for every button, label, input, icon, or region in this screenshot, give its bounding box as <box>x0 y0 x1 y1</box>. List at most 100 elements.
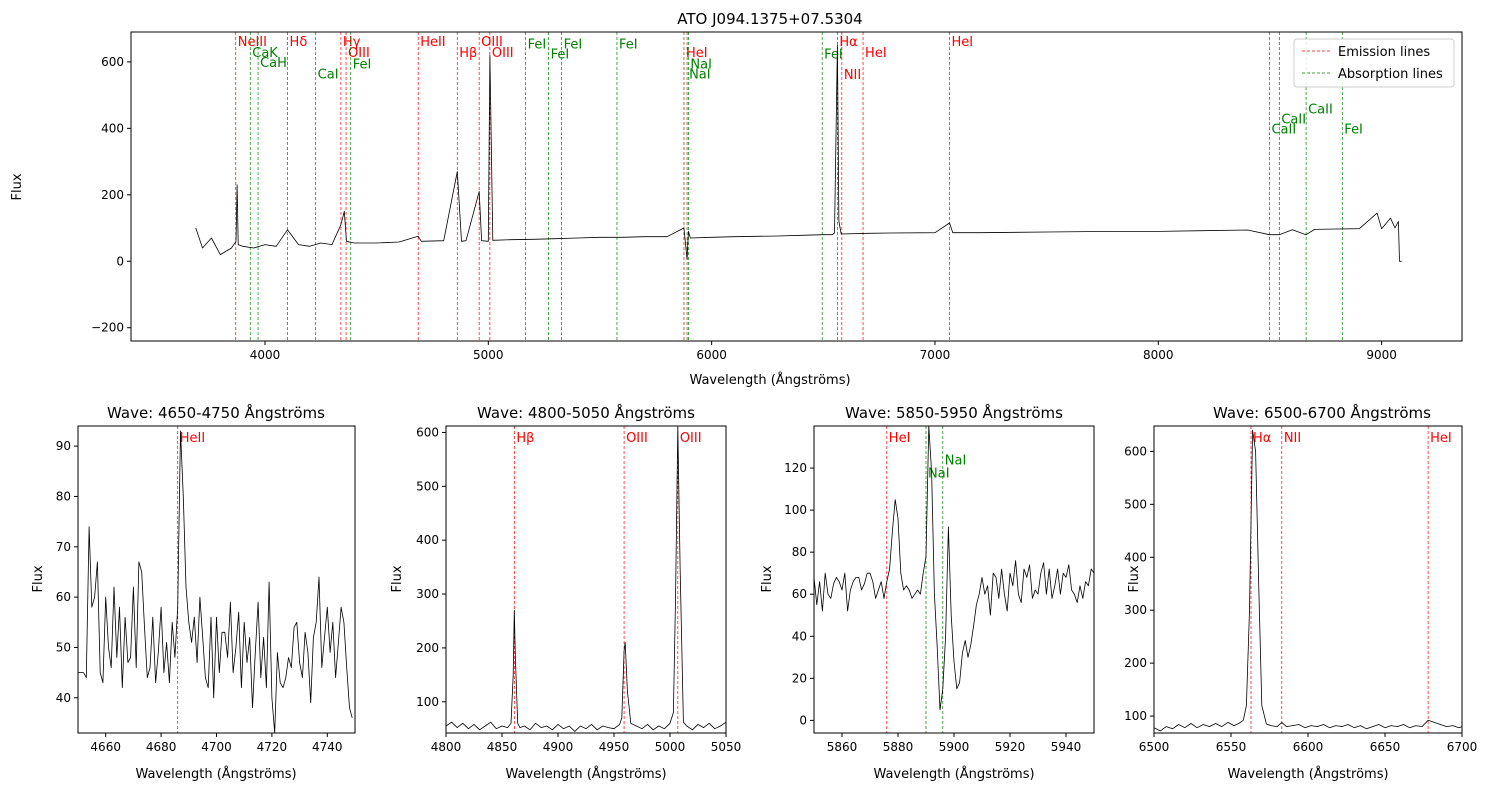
absorption-label: FeI <box>551 48 570 63</box>
y-tick-label: 80 <box>792 545 807 559</box>
x-tick-label: 4740 <box>312 740 343 754</box>
absorption-label: FeI <box>1344 122 1363 137</box>
absorption-label: NaI <box>928 466 950 481</box>
emission-label: OIII <box>680 431 702 446</box>
absorption-label: CaH <box>260 56 287 71</box>
legend-emission-label: Emission lines <box>1338 45 1430 60</box>
legend-box <box>1293 38 1455 88</box>
x-tick-label: 4950 <box>599 740 630 754</box>
absorption-label: CaII <box>1271 122 1296 137</box>
main-y-axis-label: Flux <box>10 173 25 200</box>
y-tick-label: 40 <box>56 691 71 705</box>
emission-label: Hα <box>839 35 857 50</box>
x-tick-label: 5000 <box>473 348 504 362</box>
absorption-label: CaK <box>252 46 278 61</box>
emission-label: OIII <box>348 46 370 61</box>
y-tick-label: 70 <box>56 540 71 554</box>
y-tick-label: 100 <box>1124 709 1147 723</box>
x-tick-label: 9000 <box>1366 348 1397 362</box>
zoom1-y-axis-label: Flux <box>31 565 46 592</box>
spectrum-series-2-0 <box>446 426 726 732</box>
y-tick-label: 400 <box>1124 550 1147 564</box>
zoom4-frame <box>1153 425 1463 734</box>
y-tick-label: 200 <box>101 188 124 202</box>
absorption-label: NaI <box>945 454 967 469</box>
emission-label: Hβ <box>516 431 534 446</box>
y-tick-label: 20 <box>792 671 807 685</box>
legend: Emission lines Absorption lines <box>1293 38 1455 88</box>
y-tick-label: 500 <box>1124 497 1147 511</box>
zoom3-y-axis-label: Flux <box>760 565 775 592</box>
x-tick-label: 4720 <box>257 740 288 754</box>
x-tick-label: 6550 <box>1216 740 1247 754</box>
x-tick-label: 4850 <box>487 740 518 754</box>
emission-label: Hα <box>1253 431 1271 446</box>
zoom3-x-axis-label: Wavelength (Ångströms) <box>873 766 1034 782</box>
absorption-label: CaII <box>1281 112 1306 127</box>
y-tick-label: 0 <box>799 713 807 727</box>
x-tick-label: 8000 <box>1143 348 1174 362</box>
emission-label: HeII <box>180 431 205 446</box>
zoom2-x-axis-label: Wavelength (Ångströms) <box>505 766 666 782</box>
zoom-panel-heii: Wave: 4650-4750 Ångströms HeII 4660 4680 4… <box>31 403 356 782</box>
spectrum-series-0-0 <box>195 44 1402 262</box>
x-tick-label: 6700 <box>1447 740 1478 754</box>
emission-label: OIII <box>492 46 514 61</box>
y-tick-label: 90 <box>56 439 71 453</box>
emission-label: HeI <box>951 35 973 50</box>
y-tick-label: 100 <box>416 695 439 709</box>
zoom1-title: Wave: 4650-4750 Ångströms <box>107 403 325 422</box>
emission-label: NeIII <box>238 35 267 50</box>
x-tick-label: 5880 <box>883 740 914 754</box>
spectrum-series-3-0 <box>814 426 1094 711</box>
x-tick-label: 5000 <box>655 740 686 754</box>
zoom-panel-hbeta-oiii: Wave: 4800-5050 Ångströms Hβ OIII OIII 480… <box>390 403 741 782</box>
emission-label: OIII <box>481 35 503 50</box>
y-tick-label: 0 <box>116 254 124 268</box>
y-tick-label: −200 <box>91 321 124 335</box>
zoom3-frame <box>813 425 1095 734</box>
emission-label: HeI <box>865 46 887 61</box>
x-tick-label: 5920 <box>995 740 1026 754</box>
x-tick-label: 6650 <box>1370 740 1401 754</box>
y-tick-label: 50 <box>56 640 71 654</box>
x-tick-label: 4680 <box>146 740 177 754</box>
y-tick-label: 40 <box>792 629 807 643</box>
x-tick-label: 6500 <box>1139 740 1170 754</box>
emission-label: NII <box>844 68 861 83</box>
emission-label: HeI <box>889 431 911 446</box>
emission-label: HeI <box>686 46 708 61</box>
absorption-label: FeI <box>528 38 547 53</box>
spectrum-series-4-0 <box>1154 429 1462 732</box>
zoom4-y-axis-label: Flux <box>1127 565 1142 592</box>
emission-label: HeI <box>1430 431 1452 446</box>
main-x-axis-label: Wavelength (Ångströms) <box>689 372 850 388</box>
y-tick-label: 600 <box>101 55 124 69</box>
main-chart-title: ATO J094.1375+07.5304 <box>677 10 862 28</box>
absorption-label: CaII <box>1308 102 1333 117</box>
y-tick-label: 400 <box>101 121 124 135</box>
legend-absorption-label: Absorption lines <box>1338 67 1443 82</box>
emission-label: HeII <box>420 35 445 50</box>
zoom4-x-axis-label: Wavelength (Ångströms) <box>1227 766 1388 782</box>
zoom3-title: Wave: 5850-5950 Ångströms <box>845 403 1063 422</box>
zoom2-title: Wave: 4800-5050 Ångströms <box>477 403 695 422</box>
x-tick-label: 5900 <box>939 740 970 754</box>
y-tick-label: 200 <box>1124 656 1147 670</box>
x-tick-label: 4800 <box>431 740 462 754</box>
main-plot-frame <box>130 31 1463 342</box>
spectrum-series-1-0 <box>78 430 353 733</box>
y-tick-label: 300 <box>1124 603 1147 617</box>
y-tick-label: 300 <box>416 587 439 601</box>
main-spectrum-panel: ATO J094.1375+07.5304 NeIII Hδ HγOIIIHeIIH… <box>10 10 1463 388</box>
y-tick-label: 600 <box>1124 444 1147 458</box>
zoom1-frame <box>77 425 356 734</box>
y-tick-label: 400 <box>416 533 439 547</box>
emission-label: Hδ <box>290 35 308 50</box>
zoom1-x-axis-label: Wavelength (Ångströms) <box>135 766 296 782</box>
zoom2-frame <box>445 425 727 734</box>
x-tick-label: 5940 <box>1051 740 1082 754</box>
y-tick-label: 60 <box>56 590 71 604</box>
